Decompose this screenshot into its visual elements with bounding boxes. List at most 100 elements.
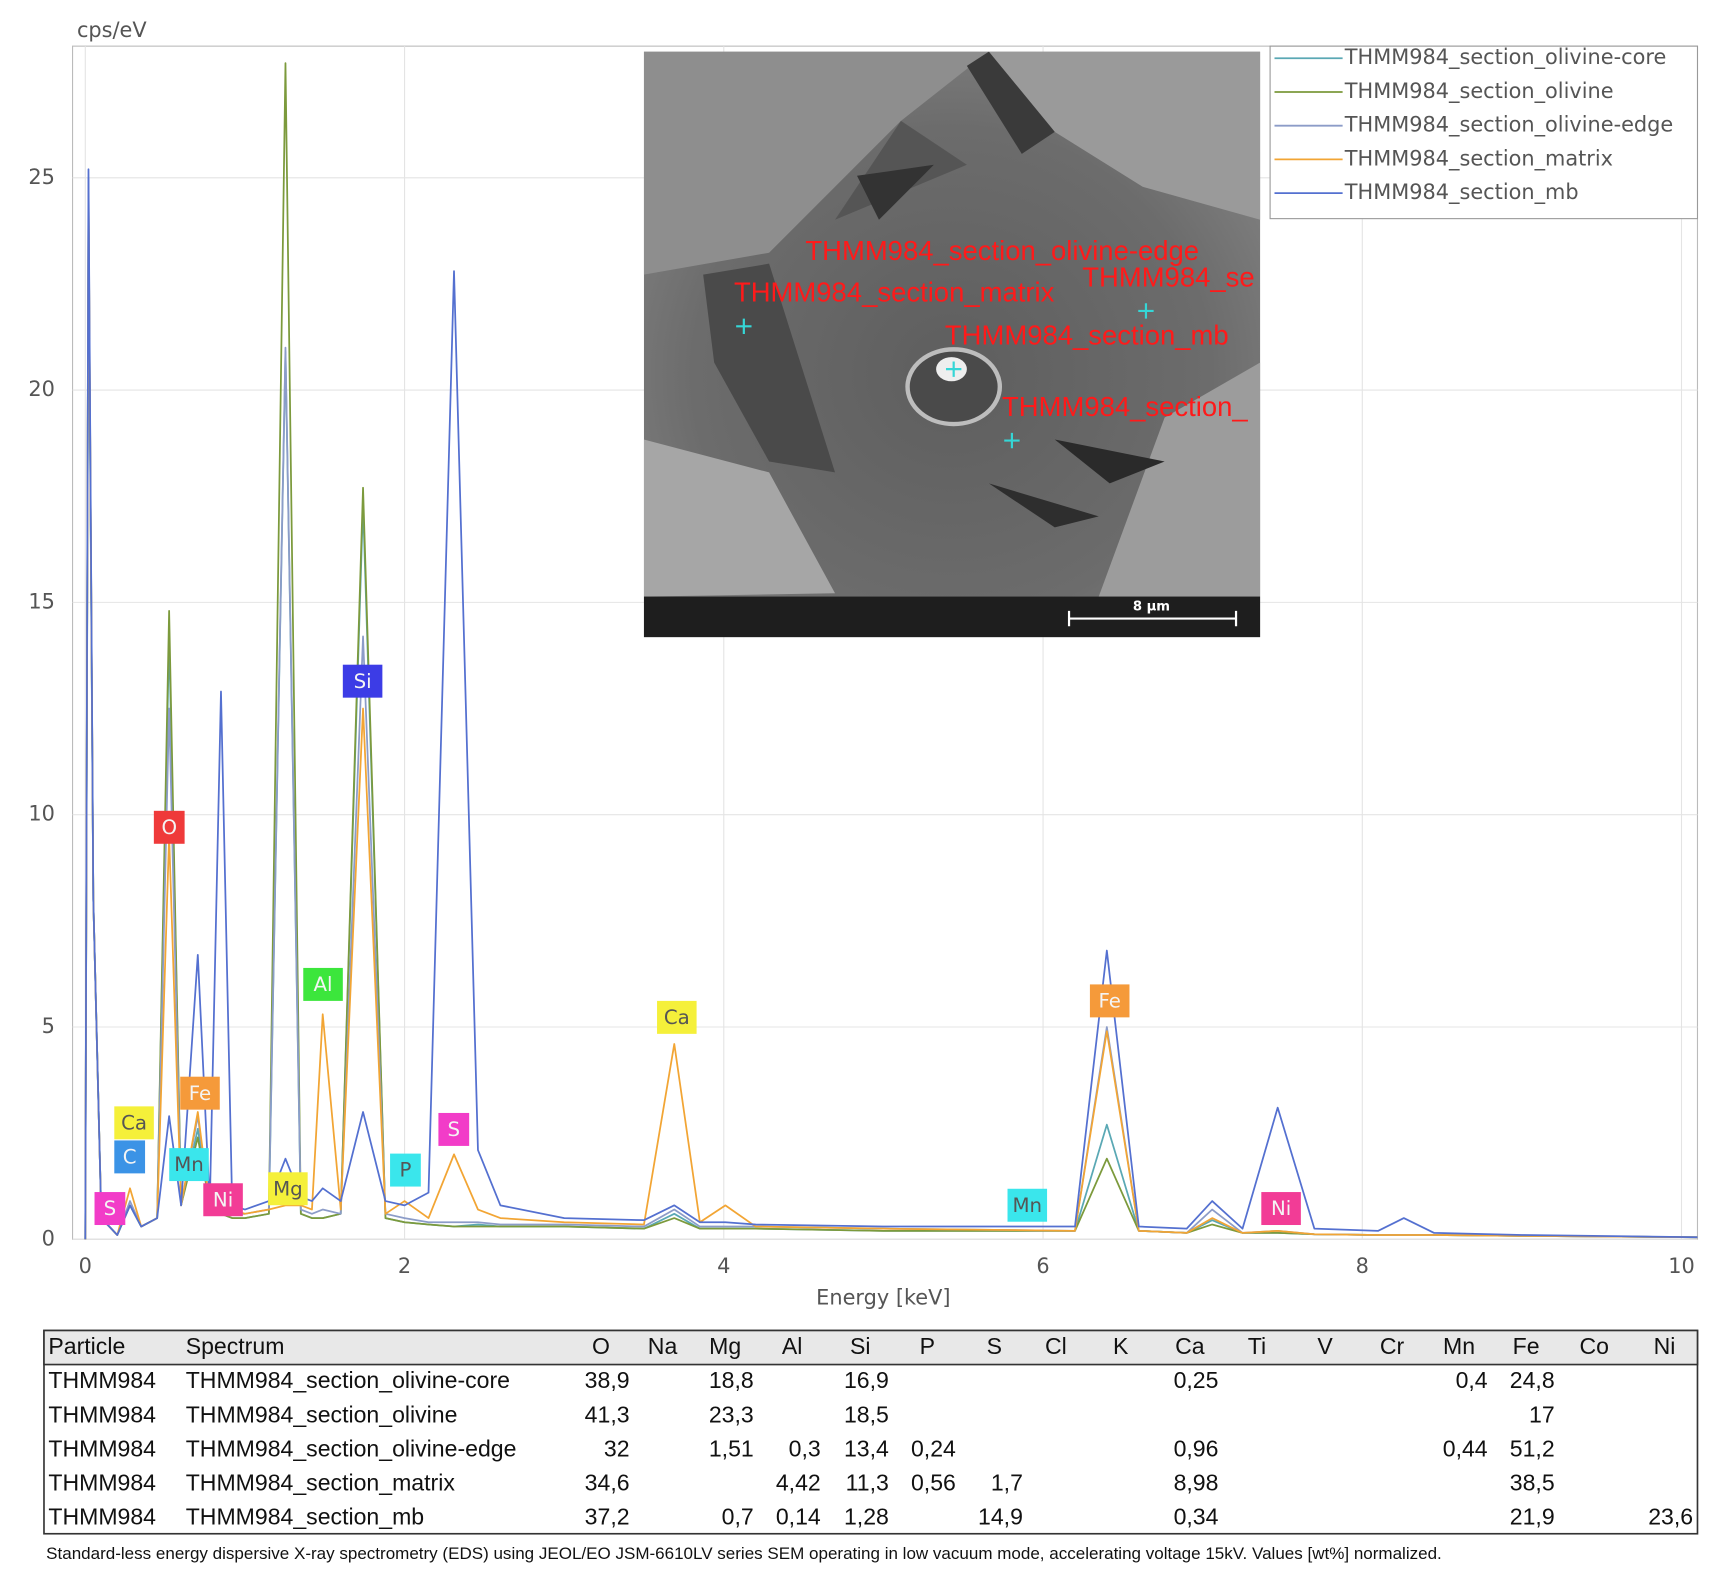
- column-header: Ca: [1175, 1333, 1205, 1359]
- table-cell: THMM984_section_olivine: [186, 1401, 458, 1427]
- element-label-box: [180, 1076, 220, 1110]
- element-label: C: [123, 1145, 137, 1168]
- sem-vesicle: [905, 347, 1003, 427]
- element-label: Fe: [189, 1082, 211, 1105]
- table-cell: 41,3: [585, 1401, 630, 1427]
- spectrum-line: [84, 62, 1698, 1240]
- element-label: Mn: [174, 1153, 204, 1176]
- table-cell: 18,8: [709, 1367, 754, 1393]
- table-cell: 0,56: [911, 1469, 956, 1495]
- column-header: Si: [850, 1333, 871, 1359]
- table-cell: THMM984: [48, 1469, 156, 1495]
- table-cell: THMM984: [48, 1401, 156, 1427]
- element-label: Ni: [1271, 1197, 1291, 1220]
- table: Standard-less energy dispersive X-ray sp…: [43, 1329, 1699, 1563]
- spectra: [84, 62, 1698, 1240]
- x-tick-label: 6: [1036, 1254, 1049, 1278]
- table-cell: 51,2: [1510, 1435, 1555, 1461]
- legend: THMM984_section_olivine-core THMM984_sect…: [1269, 45, 1699, 220]
- element-label-box: [438, 1112, 470, 1146]
- element-label-box: [169, 1148, 209, 1182]
- element-label-box: [342, 664, 383, 698]
- table-cell: 0,3: [789, 1435, 821, 1461]
- spot-label: THMM984_se: [1082, 261, 1254, 292]
- sem-crack: [988, 483, 1099, 528]
- table-cell: 11,3: [846, 1469, 889, 1495]
- column-header: Mg: [709, 1333, 741, 1359]
- sem-grain: [988, 51, 1261, 220]
- element-label: P: [399, 1159, 411, 1182]
- element-label-box: [657, 1000, 697, 1034]
- x-axis-label: Energy [keV]: [816, 1286, 950, 1310]
- legend-label: THMM984_section_mb: [1344, 180, 1579, 205]
- spot-label: THMM984_section_olivine-edge: [805, 235, 1199, 266]
- element-label: O: [161, 816, 177, 839]
- element-label: Mn: [1012, 1194, 1042, 1217]
- table-cell: THMM984_section_mb: [186, 1503, 424, 1529]
- element-label-box: [153, 810, 185, 844]
- x-tick-label: 4: [717, 1254, 730, 1278]
- sem-crack: [1054, 439, 1165, 484]
- legend-box: [1269, 45, 1699, 220]
- column-header: Fe: [1513, 1333, 1540, 1359]
- column-header: Particle: [48, 1333, 125, 1359]
- legend-label: THMM984_section_olivine-core: [1344, 45, 1666, 70]
- column-header: O: [592, 1333, 610, 1359]
- element-label-box: [1261, 1192, 1301, 1226]
- y-tick-label: 10: [28, 802, 55, 826]
- table-cell: THMM984: [48, 1503, 156, 1529]
- column-header: Co: [1579, 1333, 1608, 1359]
- element-label: Ca: [121, 1111, 147, 1134]
- sem-grain: [643, 439, 836, 597]
- element-label-box: [1089, 984, 1130, 1018]
- element-label-box: [303, 967, 343, 1001]
- spectrum-line: [84, 189, 1698, 1240]
- spectrum-line: [84, 176, 1698, 1240]
- table-cell: 0,34: [1174, 1503, 1219, 1529]
- table-cell: 38,9: [585, 1367, 630, 1393]
- element-label: Ni: [213, 1188, 233, 1211]
- element-label-box: [268, 1172, 308, 1206]
- element-label: Al: [314, 973, 333, 996]
- column-header: Mn: [1443, 1333, 1475, 1359]
- spectrum-line: [84, 168, 1698, 1240]
- table-cell: 1,51: [709, 1435, 754, 1461]
- table-cell: 0,7: [722, 1503, 754, 1529]
- column-header: Cr: [1380, 1333, 1405, 1359]
- column-header: Spectrum: [186, 1333, 285, 1359]
- table-cell: 0,4: [1456, 1367, 1488, 1393]
- spot-markers: [736, 303, 1154, 449]
- column-header: Ni: [1654, 1333, 1676, 1359]
- x-tick-label: 8: [1356, 1254, 1369, 1278]
- x-tick-label: 10: [1668, 1254, 1695, 1278]
- element-label-box: [390, 1153, 421, 1187]
- table-cell: 13,4: [844, 1435, 889, 1461]
- column-header: K: [1113, 1333, 1129, 1359]
- element-label: S: [104, 1197, 117, 1220]
- sem-crack: [857, 164, 934, 220]
- column-header: Cl: [1045, 1333, 1067, 1359]
- spot-marker: [736, 318, 752, 334]
- table-cell: 34,6: [585, 1469, 630, 1495]
- element-label: Ca: [664, 1006, 690, 1029]
- table-cell: 18,5: [844, 1401, 889, 1427]
- sem-crack: [703, 263, 836, 473]
- sem-crack: [966, 51, 1055, 154]
- element-label-box: [1007, 1188, 1048, 1222]
- element-label: Mg: [273, 1177, 303, 1200]
- table-cell: 17: [1529, 1401, 1555, 1427]
- table-cell: 4,42: [776, 1469, 821, 1495]
- spot-label: THMM984_section_mb: [945, 320, 1229, 351]
- table-cell: 1,28: [844, 1503, 889, 1529]
- legend-label: THMM984_section_olivine: [1344, 79, 1614, 104]
- table-cell: 0,24: [911, 1435, 956, 1461]
- table-cell: 0,44: [1443, 1435, 1488, 1461]
- sem-image: 8 µm THMM984_section_olivine-edgeTHMM984…: [643, 51, 1261, 638]
- x-tick-label: 0: [79, 1254, 92, 1278]
- table-cell: THMM984: [48, 1435, 156, 1461]
- table-cell: 32: [604, 1435, 630, 1461]
- table-cell: 0,14: [776, 1503, 821, 1529]
- table-caption: Standard-less energy dispersive X-ray sp…: [46, 1544, 1442, 1563]
